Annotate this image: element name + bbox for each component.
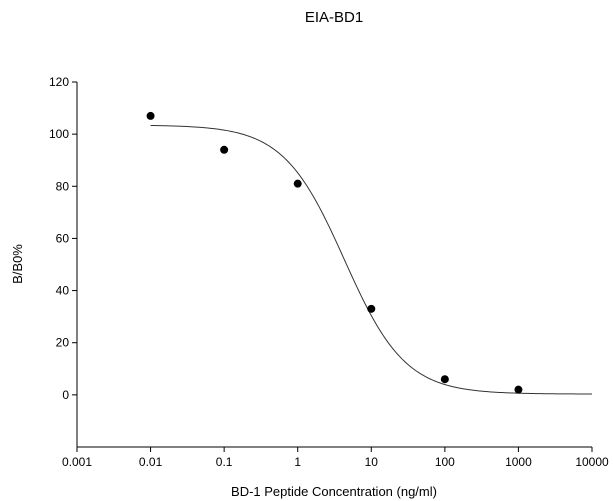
data-point — [146, 111, 155, 120]
x-tick-label: 1000 — [505, 455, 532, 469]
y-axis-ticks: 0 20 40 60 80 100 120 — [49, 75, 77, 402]
x-tick-label: 0.1 — [216, 455, 233, 469]
data-points — [146, 111, 523, 394]
data-point — [220, 145, 229, 154]
y-tick-label: 40 — [56, 284, 70, 298]
y-tick-label: 80 — [56, 179, 70, 193]
x-axis-label: BD-1 Peptide Concentration (ng/ml) — [231, 484, 437, 499]
x-tick-label: 10000 — [575, 455, 609, 469]
x-tick-label: 10 — [365, 455, 379, 469]
y-tick-label: 100 — [49, 127, 69, 141]
x-tick-label: 0.001 — [62, 455, 92, 469]
x-axis-ticks: 0.001 0.01 0.1 1 10 100 1000 10000 — [62, 447, 609, 469]
x-tick-label: 0.01 — [139, 455, 163, 469]
fit-curve-line — [150, 124, 593, 395]
chart-title: EIA-BD1 — [305, 9, 363, 26]
data-point — [367, 304, 376, 313]
data-point — [293, 179, 302, 188]
y-tick-label: 120 — [49, 75, 69, 89]
x-tick-label: 1 — [294, 455, 301, 469]
x-tick-label: 100 — [435, 455, 455, 469]
data-point — [440, 375, 449, 384]
y-tick-label: 0 — [62, 388, 69, 402]
y-tick-label: 60 — [56, 231, 70, 245]
y-axis-label: B/B0% — [10, 244, 25, 284]
plot-area — [76, 82, 592, 448]
y-tick-label: 20 — [56, 336, 70, 350]
data-point — [514, 385, 523, 394]
